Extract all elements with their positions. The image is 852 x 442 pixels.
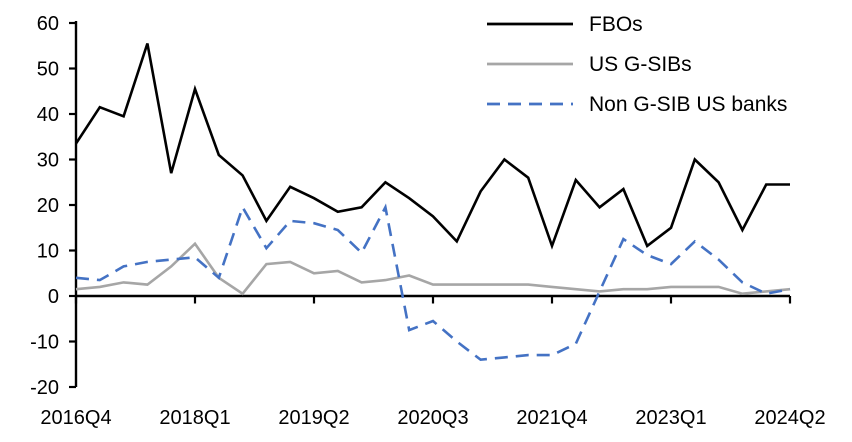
legend-item-us-g-sibs: US G-SIBs xyxy=(487,51,787,77)
series-line-fbos xyxy=(74,43,790,250)
legend-line-sample-us-g-sibs xyxy=(487,60,573,68)
legend-label-fbos: FBOs xyxy=(589,12,643,36)
y-tick-label: -20 xyxy=(30,377,59,399)
y-tick-label: 10 xyxy=(37,241,59,263)
legend-line-glyph xyxy=(487,102,573,106)
chart-legend: FBOs US G-SIBs Non G-SIB US banks xyxy=(487,11,787,131)
legend-item-fbos: FBOs xyxy=(487,11,787,37)
legend-line-sample-non-g-sib-us-banks xyxy=(487,100,573,108)
y-tick-label: 60 xyxy=(37,13,59,35)
x-tick-label: 2018Q1 xyxy=(159,407,230,429)
x-tick-label: 2020Q3 xyxy=(397,407,468,429)
x-tick-label: 2023Q1 xyxy=(635,407,706,429)
y-tick-label: -10 xyxy=(30,332,59,354)
series-line-us-g-sibs xyxy=(75,241,791,296)
y-tick-label: 40 xyxy=(37,104,59,126)
legend-label-us-g-sibs: US G-SIBs xyxy=(589,52,692,76)
legend-line-glyph xyxy=(487,22,573,26)
x-tick-label: 2024Q2 xyxy=(754,407,825,429)
x-tick-label: 2019Q2 xyxy=(278,407,349,429)
series-line-non-g-sib-us-banks xyxy=(75,203,791,362)
x-tick-label: 2016Q4 xyxy=(40,407,111,429)
legend-line-sample-fbos xyxy=(487,20,573,28)
y-tick-label: 0 xyxy=(48,286,59,308)
y-tick-label: 20 xyxy=(37,195,59,217)
y-tick-label: 50 xyxy=(37,59,59,81)
legend-label-non-g-sib-us-banks: Non G-SIB US banks xyxy=(589,92,788,116)
legend-item-non-g-sib-us-banks: Non G-SIB US banks xyxy=(487,91,787,117)
legend-line-glyph xyxy=(487,62,573,66)
y-tick-label: 30 xyxy=(37,150,59,172)
x-tick-label: 2021Q4 xyxy=(516,407,587,429)
